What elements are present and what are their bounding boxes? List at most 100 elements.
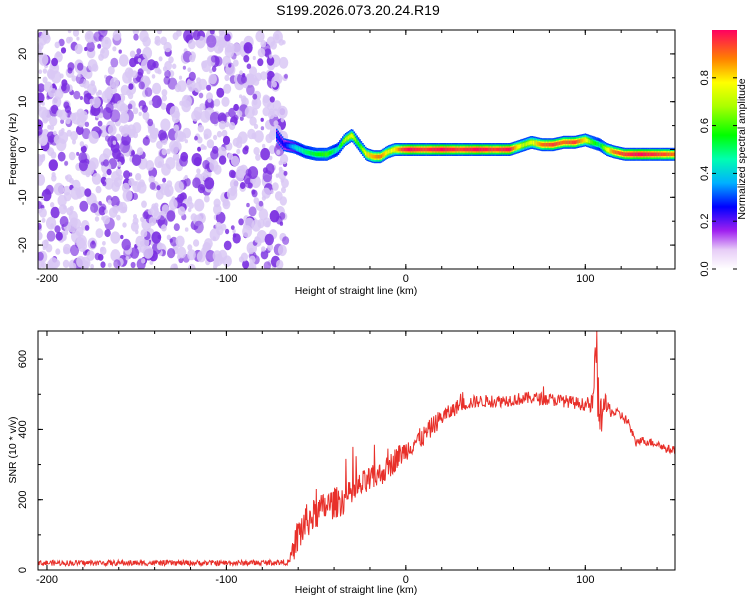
ridge-cell [565,140,568,145]
noise-speckle [227,152,234,160]
noise-speckle [210,149,219,160]
noise-speckle [68,36,73,42]
noise-speckle [232,228,236,234]
noise-speckle [197,124,204,133]
noise-speckle [112,46,117,52]
ridge-cell [343,139,345,143]
noise-speckle [38,106,48,119]
noise-speckle-layer [38,30,290,269]
ridge-cell [650,152,653,157]
noise-speckle [50,202,55,208]
ridge-cell [278,137,281,141]
ridge-cell [334,148,337,153]
noise-speckle [174,84,182,93]
ridge-cell [547,142,549,147]
ridge-cell [462,147,465,152]
noise-speckle [161,94,167,102]
ridge-cell [634,152,637,157]
ridge-cell [512,146,515,151]
noise-speckle [112,140,117,145]
ridge-cell [454,147,456,152]
ridge-cell [524,142,526,147]
noise-speckle [138,179,145,188]
ridge-cell [474,147,476,152]
noise-speckle [280,178,284,183]
noise-speckle [230,155,240,167]
bottom-y-tick-label: 400 [17,420,29,438]
ridge-cell [491,147,493,152]
noise-speckle [243,42,253,54]
ridge-cell [538,142,541,146]
ridge-cell [527,141,529,146]
noise-speckle [58,129,64,137]
noise-speckle [156,185,161,191]
ridge-cell [398,147,400,152]
noise-speckle [53,182,64,196]
ridge-cell [540,142,542,147]
ridge-cell [534,141,536,145]
noise-speckle [128,128,136,138]
noise-speckle [101,36,112,50]
noise-speckle [261,187,271,199]
ridge-cell [494,147,496,152]
ridge-cell [337,146,340,151]
noise-speckle [197,146,202,152]
noise-speckle [38,251,44,261]
noise-speckle [260,40,267,48]
noise-speckle [172,152,180,161]
noise-speckle [200,144,206,150]
ridge-cell [476,147,479,152]
noise-speckle [225,111,230,118]
ridge-cell [353,136,356,140]
noise-speckle [142,36,151,47]
noise-speckle [161,89,168,97]
noise-speckle [248,206,257,217]
noise-speckle [113,103,118,109]
noise-speckle [148,175,155,184]
ridge-cell [637,152,640,157]
noise-speckle [173,263,178,269]
noise-speckle [157,69,162,75]
noise-speckle [151,231,162,244]
colorbar-ticks: 0.0 0.2 0.4 0.6 0.8 [699,70,737,277]
noise-speckle [246,63,252,70]
noise-speckle [84,225,90,231]
noise-speckle [161,148,167,156]
ridge-cell [667,152,670,157]
signal-ridge [276,128,675,164]
noise-speckle [50,223,54,228]
bottom-x-tick-label: -100 [215,574,237,586]
noise-speckle [86,33,91,40]
noise-speckle [74,43,83,55]
bottom-x-axis-label: Height of straight line (km) [295,584,418,596]
ridge-cell [644,152,647,157]
ridge-cell [499,147,502,152]
noise-speckle [236,136,243,144]
ridge-cell [311,151,314,156]
noise-speckle [79,96,83,100]
ridge-cell [535,141,538,146]
noise-speckle [132,107,139,115]
noise-speckle [41,239,49,249]
noise-speckle [41,30,50,41]
ridge-cell [390,148,393,153]
noise-speckle [47,147,55,157]
noise-speckle [182,127,191,139]
noise-speckle [192,177,201,189]
noise-speckle [38,231,43,241]
ridge-cell [336,148,338,152]
ridge-cell [320,152,323,157]
noise-speckle [58,38,65,47]
noise-speckle [246,202,250,208]
noise-speckle [166,180,173,188]
noise-speckle [242,260,250,269]
noise-speckle [278,166,283,172]
noise-speckle [249,116,257,126]
noise-speckle [272,30,283,44]
noise-speckle [135,235,145,248]
ridge-cell [488,147,490,152]
ridge-cell [507,147,509,152]
noise-speckle [112,30,122,41]
noise-speckle [156,140,163,149]
noise-speckle [239,182,246,189]
